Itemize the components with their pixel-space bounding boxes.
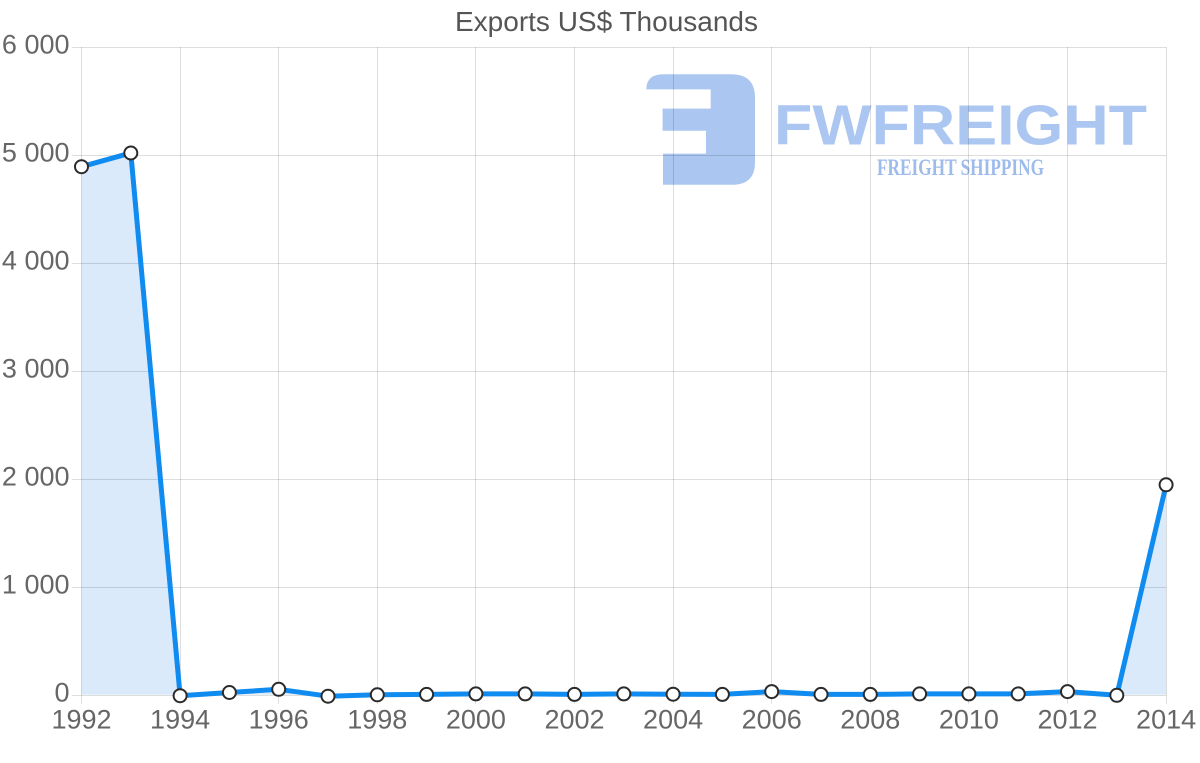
svg-text:1998: 1998: [347, 705, 407, 735]
svg-text:2014: 2014: [1136, 705, 1196, 735]
svg-text:Exports US$ Thousands: Exports US$ Thousands: [455, 6, 758, 37]
svg-text:1994: 1994: [150, 705, 210, 735]
svg-text:1 000: 1 000: [2, 570, 70, 600]
svg-text:2004: 2004: [643, 705, 703, 735]
svg-text:2000: 2000: [446, 705, 506, 735]
svg-text:5 000: 5 000: [2, 138, 70, 168]
svg-text:2012: 2012: [1037, 705, 1097, 735]
svg-text:0: 0: [54, 678, 69, 708]
svg-text:2008: 2008: [840, 705, 900, 735]
svg-text:1996: 1996: [249, 705, 309, 735]
svg-text:2006: 2006: [742, 705, 802, 735]
svg-text:2002: 2002: [544, 705, 604, 735]
svg-text:2010: 2010: [939, 705, 999, 735]
svg-text:1992: 1992: [51, 705, 111, 735]
svg-text:FREIGHT SHIPPING: FREIGHT SHIPPING: [877, 155, 1044, 180]
svg-text:2 000: 2 000: [2, 462, 70, 492]
svg-text:6 000: 6 000: [2, 30, 70, 60]
svg-text:FWFREIGHT: FWFREIGHT: [774, 94, 1147, 158]
svg-text:4 000: 4 000: [2, 246, 70, 276]
svg-text:3 000: 3 000: [2, 354, 70, 384]
